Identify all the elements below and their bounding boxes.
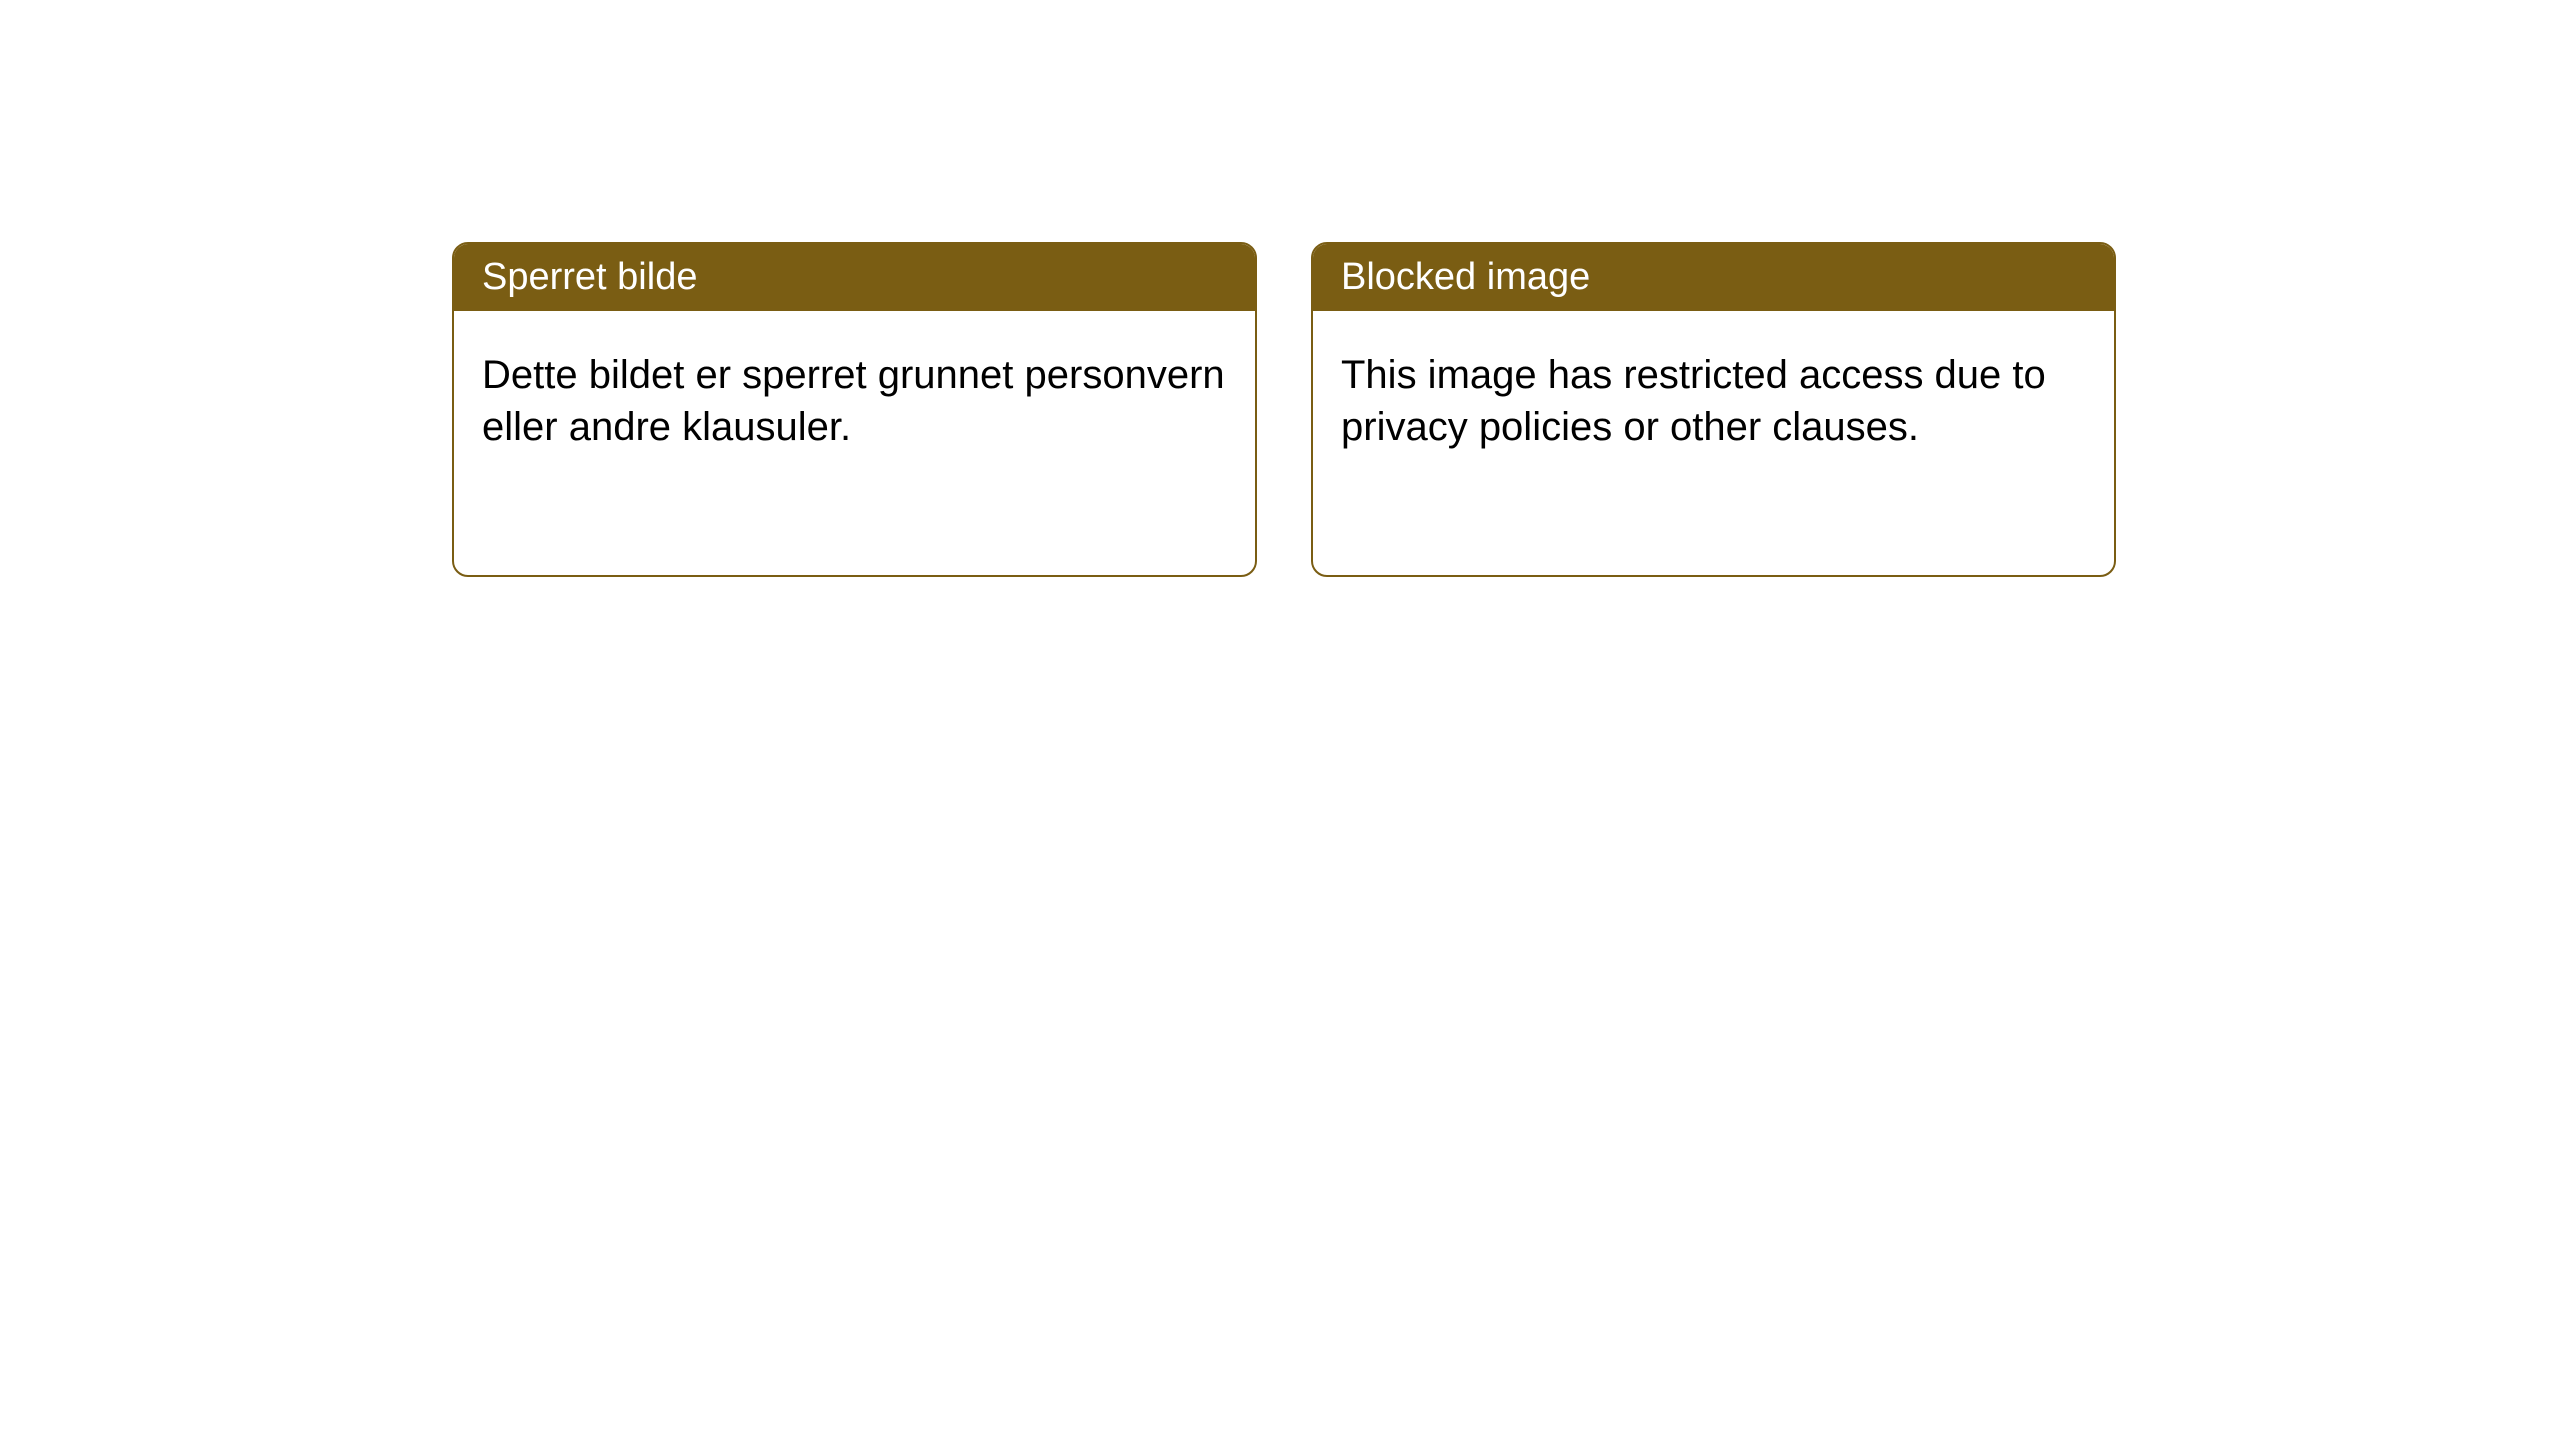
notice-body-text: Dette bildet er sperret grunnet personve… xyxy=(482,353,1225,449)
notice-body-text: This image has restricted access due to … xyxy=(1341,353,2046,449)
notice-header: Blocked image xyxy=(1313,244,2114,311)
notice-title: Sperret bilde xyxy=(482,256,697,298)
notice-body: Dette bildet er sperret grunnet personve… xyxy=(454,311,1255,491)
notice-container: Sperret bilde Dette bildet er sperret gr… xyxy=(0,0,2560,577)
notice-header: Sperret bilde xyxy=(454,244,1255,311)
notice-title: Blocked image xyxy=(1341,256,1590,298)
notice-card-norwegian: Sperret bilde Dette bildet er sperret gr… xyxy=(452,242,1257,577)
notice-card-english: Blocked image This image has restricted … xyxy=(1311,242,2116,577)
notice-body: This image has restricted access due to … xyxy=(1313,311,2114,491)
